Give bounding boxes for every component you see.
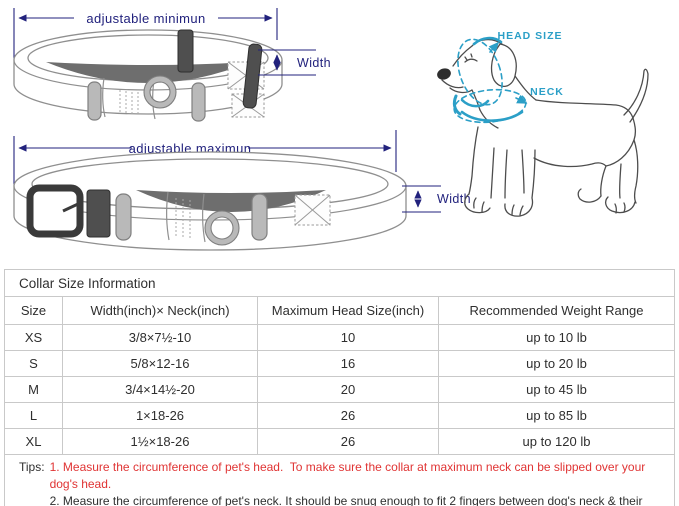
cell-size: M [4, 376, 63, 403]
column-header: Maximum Head Size(inch) [257, 296, 439, 325]
collar-max-loop-right [251, 193, 268, 241]
collar-min-art [13, 29, 283, 122]
collar-min-loop-right [191, 82, 206, 122]
cell-weight: up to 20 lb [438, 350, 675, 377]
cell-head: 20 [257, 376, 439, 403]
head-size-label: HEAD SIZE [497, 30, 562, 42]
collar-max-art [13, 151, 407, 251]
table-title: Collar Size Information [4, 269, 675, 297]
dog-nose [437, 68, 451, 80]
cell-width_neck: 3/8×7½-10 [62, 324, 258, 351]
head-measure-loop [457, 38, 503, 106]
width-label-max: Width [437, 192, 471, 206]
collar-min-slider [177, 29, 194, 73]
collar-max-d-ring [204, 210, 240, 246]
dog-tail [623, 68, 649, 123]
table-row: S 5/8×12-16 16 up to 20 lb [4, 350, 675, 377]
table-row: XL 1½×18-26 26 up to 120 lb [4, 428, 675, 455]
cell-head: 26 [257, 428, 439, 455]
collar-max-loop-left [115, 193, 132, 241]
cell-size: XS [4, 324, 63, 351]
cell-width_neck: 3/4×14½-20 [62, 376, 258, 403]
table-row: L 1×18-26 26 up to 85 lb [4, 402, 675, 429]
dog-hind-paw [605, 196, 636, 214]
min-dimension-annotation: adjustable minimun [13, 8, 278, 60]
cell-weight: up to 10 lb [438, 324, 675, 351]
cell-width_neck: 5/8×12-16 [62, 350, 258, 377]
dog-ear [490, 43, 517, 87]
collar-max-buckle [26, 184, 84, 238]
dog-front-paw [464, 193, 491, 214]
tip-line-2: 2. Measure the circumference of pet's ne… [49, 494, 643, 506]
tips-section: Tips: 1. Measure the circumference of pe… [4, 454, 675, 506]
table-row: M 3/4×14½-20 20 up to 45 lb [4, 376, 675, 403]
cell-weight: up to 45 lb [438, 376, 675, 403]
min-dimension-label: adjustable minimun [86, 11, 205, 26]
collar-min-d-ring [143, 75, 177, 109]
diagram-canvas: adjustable minimun [13, 8, 649, 251]
cell-size: XL [4, 428, 63, 455]
cell-width_neck: 1×18-26 [62, 402, 258, 429]
cell-head: 10 [257, 324, 439, 351]
tips-label: Tips: [19, 460, 45, 474]
width-label-min: Width [297, 56, 331, 70]
collar-max-stitch-box [294, 194, 331, 226]
tip-line-1: 1. Measure the circumference of pet's he… [49, 460, 649, 491]
cell-weight: up to 120 lb [438, 428, 675, 455]
width-annotation-max: Width [402, 185, 471, 213]
dog-eye [464, 53, 478, 63]
collar-max-slider [86, 189, 111, 238]
column-header: Width(inch)× Neck(inch) [62, 296, 258, 325]
table-header-row: Size Width(inch)× Neck(inch) Maximum Head … [4, 296, 675, 325]
width-annotation-min: Width [258, 49, 331, 76]
cell-size: S [4, 350, 63, 377]
cell-width_neck: 1½×18-26 [62, 428, 258, 455]
cell-head: 16 [257, 350, 439, 377]
collar-min-loop-left [87, 81, 102, 121]
cell-size: L [4, 402, 63, 429]
collar-min-buckle-bar [242, 43, 263, 109]
cell-weight: up to 85 lb [438, 402, 675, 429]
collar-max-buckle-tongue [62, 202, 79, 213]
dog-belly [533, 157, 607, 168]
dog-illustration: HEAD SIZE NECK [437, 30, 649, 217]
cell-head: 26 [257, 402, 439, 429]
neck-label: NECK [530, 86, 564, 98]
column-header: Size [4, 296, 63, 325]
size-table: Collar Size Information Size Width(inch)×… [4, 269, 675, 506]
column-header: Recommended Weight Range [438, 296, 675, 325]
table-row: XS 3/8×7½-10 10 up to 10 lb [4, 324, 675, 351]
